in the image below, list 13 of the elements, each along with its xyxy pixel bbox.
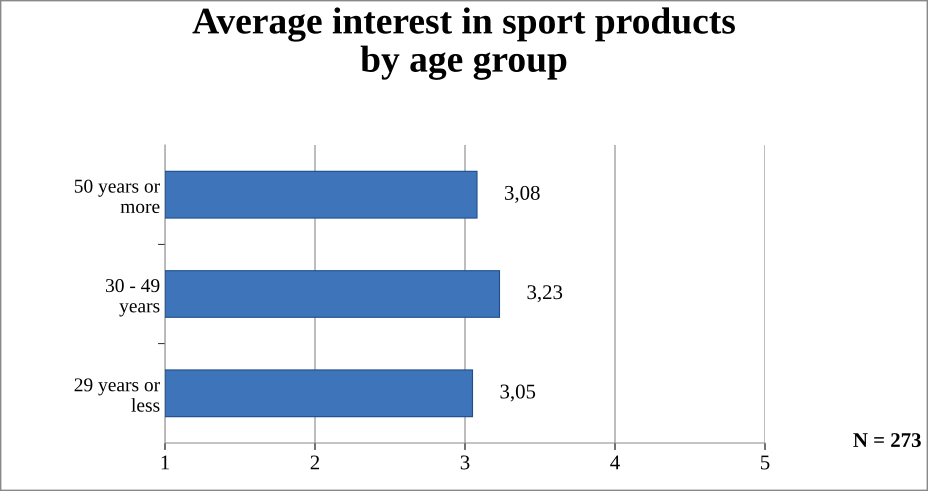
x-tick-label: 2 bbox=[310, 455, 320, 470]
y-tick-label: 30 - 49 years bbox=[106, 279, 160, 316]
x-tick-label: 4 bbox=[610, 456, 620, 470]
data-label: 3,08 bbox=[504, 186, 540, 203]
y-tick-label: 50 years or more bbox=[74, 180, 160, 214]
chart-title: Average interest in sport products by age group bbox=[192, 7, 735, 80]
x-tick-label: 3 bbox=[460, 455, 470, 470]
data-label: 3,05 bbox=[500, 384, 536, 402]
x-tick-label: 5 bbox=[761, 456, 770, 470]
data-label: 3,23 bbox=[527, 285, 562, 302]
y-tick-label: 29 years or less bbox=[74, 378, 160, 412]
x-tick-label: 1 bbox=[162, 456, 169, 470]
text: N = 273 bbox=[853, 433, 921, 448]
